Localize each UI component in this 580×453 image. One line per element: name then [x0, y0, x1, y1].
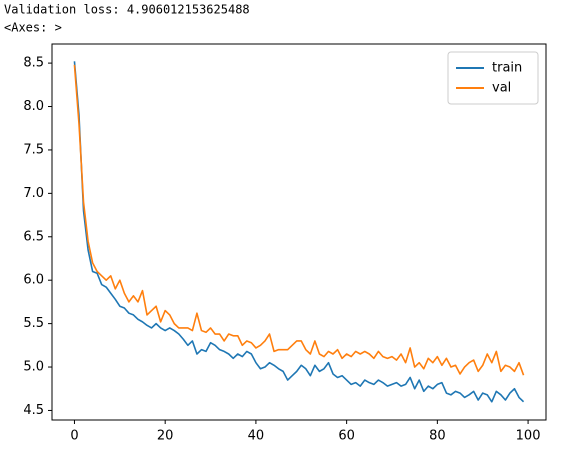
output-line: <Axes: > [4, 21, 62, 35]
output-line: Validation loss: 4.906012153625488 [4, 3, 250, 17]
x-tick-label: 60 [338, 429, 355, 444]
y-tick-label: 6.5 [23, 229, 44, 244]
x-tick-label: 80 [429, 429, 446, 444]
series-line [73, 64, 525, 376]
legend-label: val [492, 81, 511, 96]
y-tick-label: 8.5 [23, 56, 44, 71]
y-tick-label: 7.0 [23, 186, 44, 201]
y-tick-label: 4.5 [23, 403, 44, 418]
x-tick-label: 100 [516, 429, 541, 444]
legend-box [447, 51, 539, 105]
x-tick-label: 40 [248, 429, 265, 444]
y-tick-label: 5.5 [23, 316, 44, 331]
x-tick-label: 20 [157, 429, 174, 444]
y-tick-label: 5.0 [23, 360, 44, 375]
series-line [73, 61, 525, 403]
axes-frame [51, 43, 547, 421]
y-tick-label: 8.0 [23, 99, 44, 114]
y-tick-label: 6.0 [23, 273, 44, 288]
y-tick-label: 7.5 [23, 142, 44, 157]
x-tick-label: 0 [70, 429, 78, 444]
legend-label: train [492, 61, 522, 76]
plot-area [52, 44, 546, 420]
